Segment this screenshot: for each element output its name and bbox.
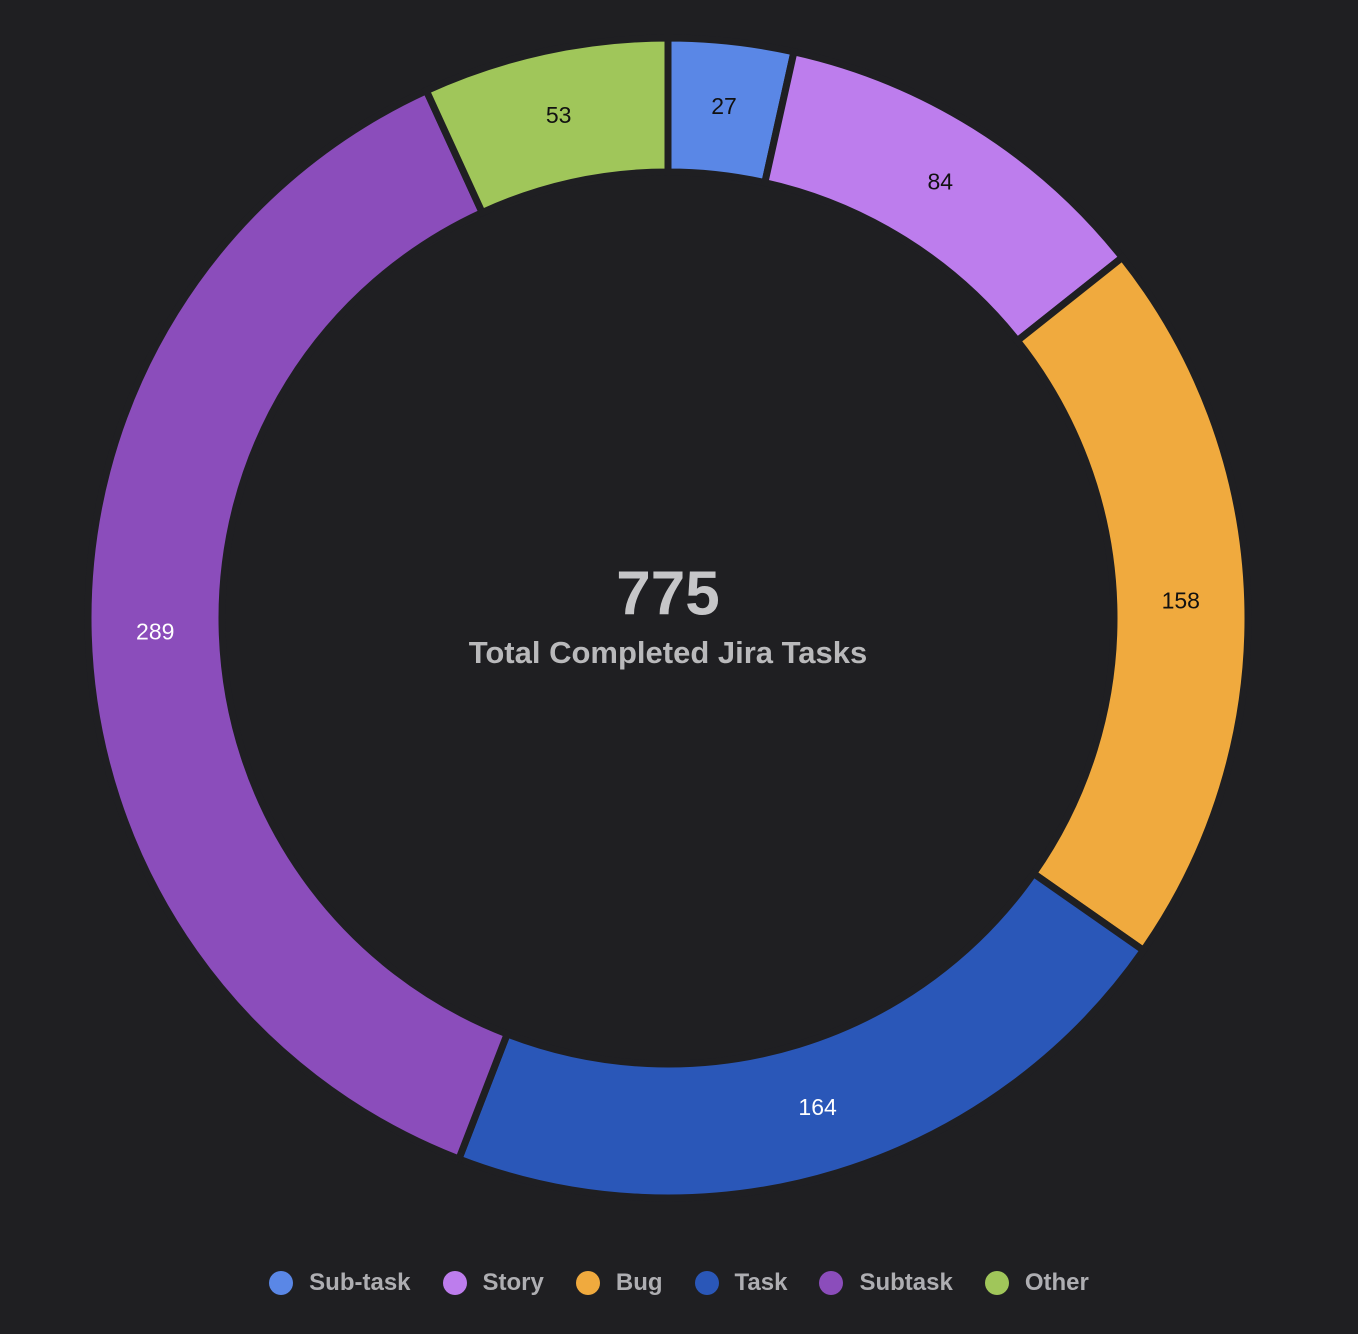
- legend-dot-icon: [819, 1271, 844, 1295]
- slice-label-bug: 158: [1162, 587, 1200, 613]
- slice-subtask[interactable]: [84, 86, 512, 1164]
- donut-chart: 27 84 158 164 289 53 775 Total Completed Jira…: [84, 34, 1252, 1202]
- slice-label-sub-task: 27: [711, 93, 737, 119]
- legend-dot-icon: [442, 1271, 467, 1295]
- legend-item-other[interactable]: Other: [984, 1269, 1089, 1297]
- legend-label: Bug: [615, 1269, 663, 1296]
- legend-dot-icon: [575, 1271, 600, 1295]
- legend-dot-icon: [984, 1271, 1009, 1295]
- legend-label: Sub-task: [309, 1269, 411, 1296]
- legend-item-task[interactable]: Task: [694, 1269, 788, 1297]
- legend-item-subtask[interactable]: Subtask: [819, 1269, 953, 1297]
- slice-task[interactable]: [454, 868, 1149, 1202]
- center-caption: Total Completed Jira Tasks: [469, 635, 868, 670]
- center-total-value: 775: [616, 559, 719, 628]
- slice-label-task: 164: [798, 1094, 837, 1120]
- legend-item-sub-task[interactable]: Sub-task: [269, 1269, 411, 1297]
- slice-label-other: 53: [546, 102, 572, 128]
- chart-legend: Sub-task Story Bug Task Subtask Other: [0, 1262, 1358, 1304]
- legend-dot-icon: [269, 1271, 294, 1295]
- legend-label: Task: [734, 1269, 788, 1296]
- legend-item-story[interactable]: Story: [442, 1269, 544, 1297]
- slice-label-story: 84: [927, 168, 953, 194]
- slice-bug[interactable]: [1012, 252, 1252, 956]
- slice-label-subtask: 289: [136, 619, 174, 645]
- legend-label: Story: [482, 1269, 544, 1296]
- donut-slices: [84, 34, 1252, 1202]
- legend-item-bug[interactable]: Bug: [575, 1269, 663, 1297]
- legend-label: Other: [1024, 1269, 1089, 1296]
- legend-label: Subtask: [859, 1269, 953, 1296]
- slice-other[interactable]: [421, 34, 672, 218]
- slice-value-labels: 27 84 158 164 289 53: [136, 93, 1200, 1120]
- legend-dot-icon: [694, 1271, 719, 1295]
